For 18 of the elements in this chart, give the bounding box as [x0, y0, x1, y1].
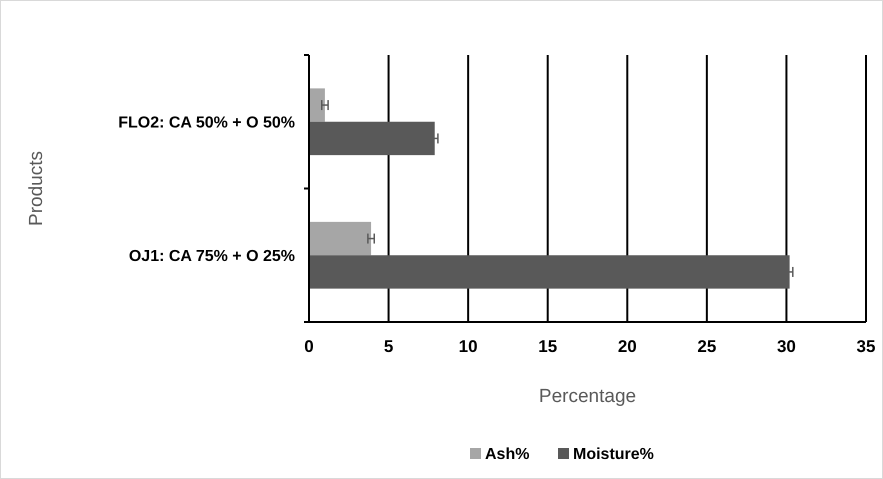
bar	[309, 88, 325, 122]
x-tick-label: 10	[458, 337, 478, 356]
x-tick-label: 25	[697, 337, 716, 356]
x-tick-label: 20	[618, 337, 637, 356]
legend-label: Moisture%	[573, 446, 654, 463]
x-axis-title: Percentage	[538, 386, 636, 407]
bar	[309, 222, 372, 256]
x-tick-label: 0	[304, 337, 314, 356]
x-tick-label: 30	[776, 337, 796, 356]
legend-label: Ash%	[485, 446, 530, 463]
bar	[309, 122, 435, 156]
x-tick-label: 35	[856, 337, 876, 356]
y-tick-label: OJ1: CA 75% + O 25%	[128, 248, 295, 265]
y-axis-title: Products	[26, 151, 47, 226]
x-tick-label: 5	[384, 337, 394, 356]
bar	[309, 255, 790, 289]
x-tick-label: 15	[538, 337, 558, 356]
y-tick-label: FLO2: CA 50% + O 50%	[118, 114, 295, 132]
